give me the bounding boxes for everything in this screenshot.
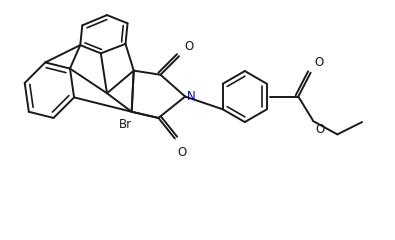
Text: N: N xyxy=(187,90,196,103)
Text: O: O xyxy=(315,123,324,136)
Text: O: O xyxy=(177,146,186,159)
Text: O: O xyxy=(184,40,193,53)
Text: O: O xyxy=(314,56,323,69)
Text: Br: Br xyxy=(119,118,132,132)
